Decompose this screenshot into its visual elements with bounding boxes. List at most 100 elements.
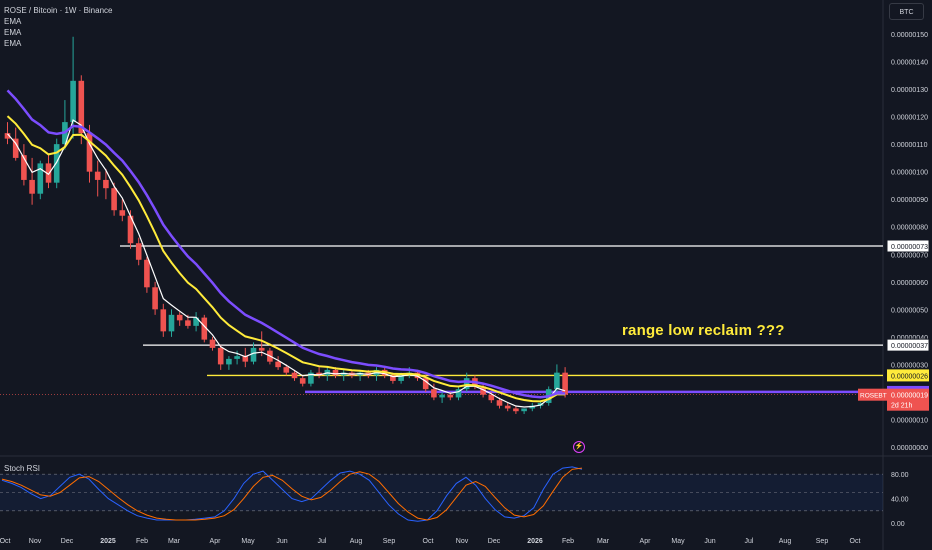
candle-body	[29, 179, 35, 194]
stoch-tick-label: 80.00	[891, 472, 909, 479]
ema-slow-line	[6, 89, 566, 399]
countdown-text: 2d 21h	[891, 403, 913, 410]
candle-body	[193, 317, 199, 326]
badge-bg	[886, 239, 930, 253]
candle-body	[111, 188, 117, 211]
candle-body	[217, 347, 224, 365]
x-tick-label: Jul	[318, 538, 327, 545]
candle-body	[152, 287, 158, 310]
candle-body	[390, 375, 396, 381]
badge-bg	[886, 338, 930, 352]
ema-legend-3[interactable]: EMA	[4, 39, 22, 48]
candle-body	[316, 372, 322, 376]
candle-body	[275, 361, 281, 368]
candle-body	[480, 386, 486, 395]
candle-body	[70, 80, 76, 123]
y-tick-label: 0.00000080	[891, 225, 928, 232]
y-tick-label: 0.00000010	[891, 417, 928, 424]
candle-body	[4, 133, 11, 139]
level-badge: 0.00000073	[886, 239, 930, 253]
candle-body	[447, 394, 454, 398]
candle-body	[103, 179, 109, 189]
x-tick-label: Aug	[350, 538, 363, 545]
y-tick-label: 0.00000100	[891, 170, 928, 177]
candle-body	[176, 314, 183, 321]
x-tick-label: Oct	[0, 538, 10, 545]
x-tick-label: Aug	[779, 538, 792, 545]
x-tick-label: May	[671, 538, 685, 545]
y-tick-label: 0.00000110	[891, 142, 928, 149]
symbol-badge-bg	[858, 388, 888, 401]
x-tick-label: Feb	[562, 538, 574, 545]
x-tick-label: May	[241, 538, 255, 545]
stoch-rsi-label[interactable]: Stoch RSI	[4, 464, 41, 473]
candle-body	[488, 394, 495, 401]
stoch-tick-label: 0.00	[891, 521, 905, 528]
x-tick-label: Mar	[597, 538, 610, 545]
x-tick-label: Apr	[640, 538, 652, 545]
candle-body	[53, 144, 60, 183]
candle-body	[86, 133, 93, 172]
candle-body	[144, 259, 150, 288]
symbol-title: ROSE / Bitcoin · 1W · Binance	[4, 6, 113, 15]
candle-body	[21, 155, 27, 180]
currency-button[interactable]: BTC	[889, 3, 924, 20]
badge-text: 0.00000073	[891, 244, 928, 251]
x-tick-label: 2026	[527, 538, 543, 545]
annotation-text: range low reclaim ???	[622, 322, 785, 339]
candles	[4, 36, 568, 414]
x-tick-label: Jun	[704, 538, 715, 545]
candle-body	[78, 80, 85, 134]
candle-body	[463, 378, 470, 390]
x-tick-label: Mar	[168, 538, 181, 545]
y-tick-label: 0.00000090	[891, 197, 928, 204]
candle-body	[258, 347, 265, 351]
candle-body	[308, 372, 314, 384]
x-tick-label: Oct	[423, 538, 434, 545]
candle-body	[283, 367, 290, 373]
candle-body	[431, 389, 437, 398]
stoch-band-fill	[0, 474, 883, 511]
candle-body	[168, 314, 175, 332]
candle-body	[562, 372, 568, 395]
x-tick-label: 2025	[100, 538, 116, 545]
y-tick-label: 0.00000050	[891, 307, 928, 314]
candle-body	[37, 163, 44, 194]
x-tick-label: Apr	[210, 538, 222, 545]
y-tick-label: 0.00000000	[891, 445, 928, 452]
badge-bg	[887, 369, 929, 382]
y-tick-label: 0.00000060	[891, 280, 928, 287]
ema-legend-1[interactable]: EMA	[4, 17, 22, 26]
candle-body	[160, 309, 167, 332]
x-tick-label: Nov	[456, 538, 469, 545]
candle-body	[234, 356, 240, 359]
candle-body	[94, 171, 101, 180]
candle-body	[299, 378, 306, 384]
chart-legend: ROSE / Bitcoin · 1W · Binance EMA EMA EM…	[4, 5, 112, 49]
candle-body	[554, 372, 560, 390]
x-tick-label: Sep	[383, 538, 396, 545]
lightning-icon[interactable]: ⚡	[573, 441, 585, 453]
ema-legend-2[interactable]: EMA	[4, 28, 22, 37]
candle-body	[12, 138, 19, 158]
last-price-badge: ROSEBTC 0.00000019 2d 21h	[858, 388, 929, 411]
x-tick-label: Feb	[136, 538, 148, 545]
x-tick-label: Jun	[276, 538, 287, 545]
candle-body	[291, 372, 298, 379]
candle-body	[209, 339, 216, 348]
candle-body	[127, 215, 134, 244]
candle-body	[521, 408, 527, 412]
y-tick-label: 0.00000120	[891, 115, 928, 122]
candle-body	[226, 358, 232, 365]
candle-body	[185, 320, 191, 326]
x-tick-label: Jul	[745, 538, 754, 545]
candle-body	[340, 372, 347, 376]
candle-body	[135, 243, 142, 260]
stoch-d-line	[1, 467, 583, 521]
stoch-tick-label: 40.00	[891, 497, 909, 504]
level-badge: 0.00000026	[887, 369, 929, 382]
ema-fast-line	[7, 119, 566, 408]
y-tick-label: 0.00000130	[891, 87, 928, 94]
y-tick-label: 0.00000150	[891, 32, 928, 39]
